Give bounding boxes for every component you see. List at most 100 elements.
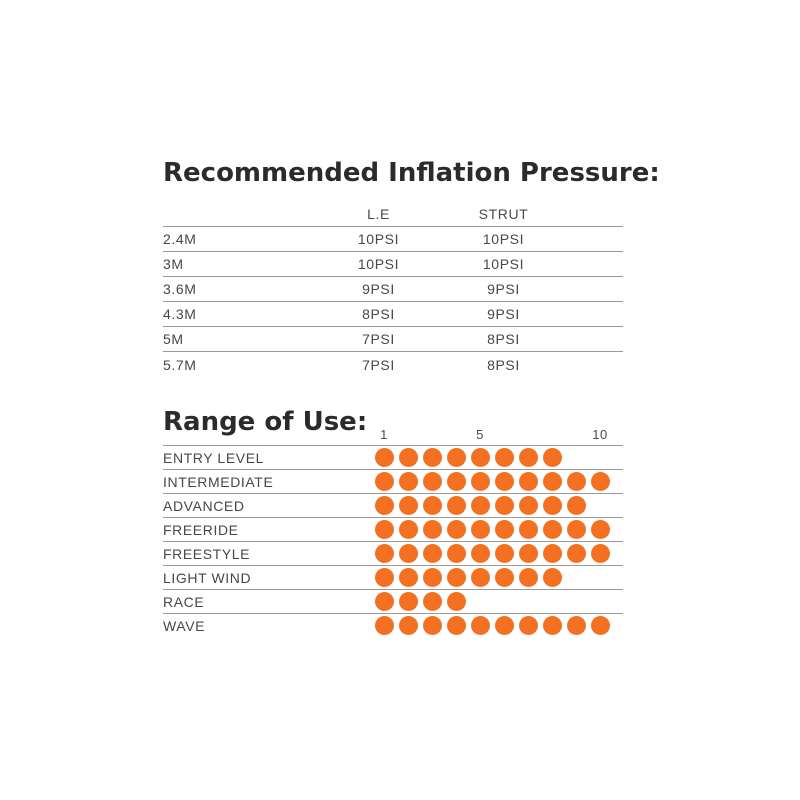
range-row: FREERIDE <box>163 517 623 541</box>
rating-dot-icon <box>375 616 394 635</box>
pressure-table-body: 2.4M 10PSI 10PSI 3M 10PSI 10PSI 3.6M 9PSI 9PSI 4.… <box>163 227 623 377</box>
rating-dot-icon <box>447 592 466 611</box>
rating-dot-icon <box>495 448 514 467</box>
rating-dot-icon <box>495 616 514 635</box>
rating-dot-icon <box>519 496 538 515</box>
range-row-label: ENTRY LEVEL <box>163 449 265 466</box>
range-row: WAVE <box>163 613 623 637</box>
rating-dot-icon <box>471 544 490 563</box>
rating-dot-icon <box>591 520 610 539</box>
pressure-section-title: Recommended Inflation Pressure: <box>163 158 660 188</box>
rating-dot-icon <box>447 568 466 587</box>
rating-dot-icon <box>399 472 418 491</box>
strut-psi-cell: 9PSI <box>487 281 520 297</box>
size-cell: 3.6M <box>163 281 197 297</box>
strut-psi-cell: 8PSI <box>487 356 520 373</box>
pressure-table-row: 5.7M 7PSI 8PSI <box>163 352 623 377</box>
rating-dot-icon <box>423 568 442 587</box>
rating-dot-icon <box>375 568 394 587</box>
rating-dot-icon <box>519 472 538 491</box>
pressure-table-row: 2.4M 10PSI 10PSI <box>163 227 623 252</box>
rating-dot-icon <box>375 472 394 491</box>
rating-dot-icon <box>519 520 538 539</box>
size-cell: 3M <box>163 256 184 272</box>
range-row-label: RACE <box>163 593 205 610</box>
rating-dots <box>375 520 610 539</box>
rating-dot-icon <box>495 472 514 491</box>
rating-dot-icon <box>399 616 418 635</box>
pressure-table-row: 5M 7PSI 8PSI <box>163 327 623 352</box>
scale-tick-label-5: 5 <box>476 427 484 442</box>
strut-psi-cell: 8PSI <box>487 331 520 347</box>
range-row: FREESTYLE <box>163 541 623 565</box>
range-row-label: LIGHT WIND <box>163 569 252 586</box>
rating-dot-icon <box>375 544 394 563</box>
rating-dot-icon <box>591 616 610 635</box>
rating-dots <box>375 496 586 515</box>
rating-dot-icon <box>423 616 442 635</box>
pressure-table: L.E STRUT 2.4M 10PSI 10PSI 3M 10PSI 10PSI 3.6M… <box>163 202 623 377</box>
rating-dot-icon <box>423 496 442 515</box>
strut-psi-cell: 9PSI <box>487 306 520 322</box>
rating-dots <box>375 616 610 635</box>
rating-dot-icon <box>399 496 418 515</box>
rating-dot-icon <box>567 496 586 515</box>
rating-dot-icon <box>567 520 586 539</box>
range-section-header: Range of Use: 1 5 10 <box>163 405 623 445</box>
rating-dot-icon <box>543 496 562 515</box>
rating-dot-icon <box>375 496 394 515</box>
rating-dot-icon <box>447 472 466 491</box>
rating-dot-icon <box>471 496 490 515</box>
rating-dot-icon <box>471 448 490 467</box>
range-row: LIGHT WIND <box>163 565 623 589</box>
range-row: RACE <box>163 589 623 613</box>
size-cell: 5M <box>163 331 184 347</box>
rating-dot-icon <box>399 568 418 587</box>
range-row-label: FREERIDE <box>163 521 239 538</box>
strut-psi-cell: 10PSI <box>482 231 525 247</box>
rating-dot-icon <box>567 544 586 563</box>
rating-dots <box>375 448 562 467</box>
pressure-table-header-row: L.E STRUT <box>163 202 623 227</box>
range-row: ADVANCED <box>163 493 623 517</box>
rating-dot-icon <box>495 568 514 587</box>
range-row: INTERMEDIATE <box>163 469 623 493</box>
rating-dot-icon <box>447 496 466 515</box>
rating-dot-icon <box>447 448 466 467</box>
scale-tick-label-1: 1 <box>380 427 388 442</box>
le-psi-cell: 10PSI <box>357 256 400 272</box>
size-cell: 4.3M <box>163 306 197 322</box>
rating-dot-icon <box>375 448 394 467</box>
rating-dot-icon <box>543 520 562 539</box>
rating-dot-icon <box>471 520 490 539</box>
rating-dot-icon <box>495 496 514 515</box>
rating-dots <box>375 592 466 611</box>
le-column-header: L.E <box>367 206 390 222</box>
rating-dot-icon <box>495 544 514 563</box>
rating-dot-icon <box>543 472 562 491</box>
rating-dot-icon <box>423 544 442 563</box>
rating-dot-icon <box>471 472 490 491</box>
strut-psi-cell: 10PSI <box>482 256 525 272</box>
rating-dot-icon <box>519 448 538 467</box>
range-row-label: FREESTYLE <box>163 545 251 562</box>
strut-column-header: STRUT <box>478 206 529 222</box>
rating-dot-icon <box>471 568 490 587</box>
rating-dots <box>375 544 610 563</box>
rating-dot-icon <box>399 520 418 539</box>
rating-dot-icon <box>447 544 466 563</box>
rating-dots <box>375 568 562 587</box>
rating-dot-icon <box>423 592 442 611</box>
rating-dots <box>375 472 610 491</box>
rating-dot-icon <box>399 544 418 563</box>
rating-dot-icon <box>495 520 514 539</box>
le-psi-cell: 8PSI <box>362 306 395 322</box>
rating-dot-icon <box>399 448 418 467</box>
scale-tick-label-10: 10 <box>592 427 608 442</box>
rating-dot-icon <box>543 544 562 563</box>
rating-dot-icon <box>423 520 442 539</box>
size-cell: 5.7M <box>163 356 197 373</box>
rating-dot-icon <box>591 472 610 491</box>
rating-dot-icon <box>567 472 586 491</box>
range-row-label: ADVANCED <box>163 497 245 514</box>
